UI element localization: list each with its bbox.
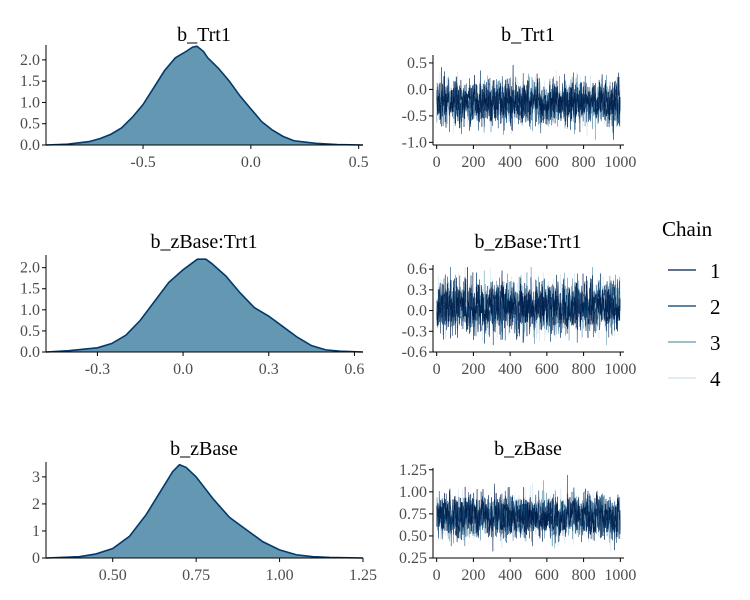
- legend-title: Chain: [662, 217, 713, 241]
- trace-chain-1: [436, 267, 621, 346]
- x-tick-label: 1000: [604, 567, 636, 584]
- x-tick-label: 1.00: [266, 567, 294, 584]
- legend-label: 4: [710, 367, 721, 391]
- y-tick-label: 2.0: [20, 260, 40, 277]
- y-tick-label: 0.6: [407, 261, 427, 278]
- x-tick-label: 0.5: [349, 154, 369, 171]
- x-tick-label: 0: [433, 567, 441, 584]
- trace-chain-1: [436, 64, 621, 140]
- x-tick-label: 800: [572, 361, 596, 378]
- x-tick-label: 600: [535, 361, 559, 378]
- y-tick-label: 0: [32, 550, 40, 567]
- x-tick-label: 0.6: [344, 361, 364, 378]
- y-tick-label: 0.5: [20, 323, 40, 340]
- y-tick-label: 0.5: [407, 55, 427, 72]
- density-curve: [45, 45, 364, 146]
- x-tick-label: 400: [498, 154, 522, 171]
- x-tick-label: 600: [535, 154, 559, 171]
- density-area: [46, 46, 363, 145]
- legend-label: 3: [710, 331, 721, 355]
- y-tick-label: 1.5: [20, 281, 40, 298]
- x-tick-label: 1.25: [349, 567, 377, 584]
- y-tick-label: 0.5: [20, 116, 40, 133]
- x-tick-label: 600: [535, 567, 559, 584]
- x-tick-label: 0: [433, 154, 441, 171]
- x-tick-label: 800: [572, 567, 596, 584]
- x-tick-label: 0: [433, 361, 441, 378]
- x-tick-label: 200: [461, 361, 485, 378]
- x-tick-label: 200: [461, 154, 485, 171]
- legend-item-chain-1: 1: [668, 259, 721, 283]
- y-tick-label: 0.25: [399, 550, 427, 567]
- y-tick-label: 0.0: [407, 303, 427, 320]
- y-tick-label: 1.0: [20, 94, 40, 111]
- x-tick-label: 0.0: [241, 154, 261, 171]
- x-tick-label: 0.3: [259, 361, 279, 378]
- y-tick-label: 1.5: [20, 73, 40, 90]
- legend-label: 2: [710, 295, 721, 319]
- panel-title: b_zBase: [494, 438, 562, 460]
- density-curve: [45, 463, 364, 559]
- panel-trace-2: b_zBase:Trt1 -0.6 -0.3 0.0 0.3 0.6 0 200 400 600 8…: [402, 231, 637, 378]
- panel-density-2: b_zBase:Trt1 0.0 0.5 1.0 1.5 2.0 -0.3 0.0 0.3 0.6: [20, 231, 364, 378]
- panel-title: b_Trt1: [177, 24, 231, 46]
- panel-title: b_zBase: [170, 438, 238, 460]
- y-tick-label: 3: [32, 469, 40, 486]
- density-area: [46, 259, 363, 352]
- x-tick-label: 800: [572, 154, 596, 171]
- x-tick-label: 400: [498, 361, 522, 378]
- legend-item-chain-4: 4: [668, 367, 721, 391]
- x-tick-label: 400: [498, 567, 522, 584]
- density-curve: [45, 258, 364, 353]
- y-tick-label: 2: [32, 496, 40, 513]
- trace-chain-1: [436, 474, 621, 552]
- x-tick-label: 200: [461, 567, 485, 584]
- y-tick-label: 0.0: [20, 137, 40, 154]
- panel-title: b_zBase:Trt1: [474, 231, 581, 253]
- y-tick-label: 0.50: [399, 528, 427, 545]
- y-tick-label: -0.3: [402, 323, 427, 340]
- panel-title: b_Trt1: [501, 24, 555, 46]
- panel-density-3: b_zBase 0 1 2 3 0.50 0.75 1.00 1.25: [32, 438, 377, 584]
- x-tick-label: 0.0: [173, 361, 193, 378]
- y-tick-label: 0.3: [407, 282, 427, 299]
- y-tick-label: 0.0: [20, 344, 40, 361]
- y-tick-label: 2.0: [20, 52, 40, 69]
- panel-title: b_zBase:Trt1: [150, 231, 257, 253]
- y-tick-label: -0.5: [402, 108, 427, 125]
- y-tick-label: 0.0: [407, 81, 427, 98]
- panel-density-1: b_Trt1 0.0 0.5 1.0 1.5 2.0 -0.5 0.0 0.5: [20, 24, 369, 171]
- x-tick-label: 1000: [604, 154, 636, 171]
- x-tick-label: -0.3: [85, 361, 110, 378]
- chain-legend: Chain 1 2 3 4: [662, 217, 721, 391]
- x-tick-label: 0.75: [182, 567, 210, 584]
- panel-trace-3: b_zBase 0.25 0.50 0.75 1.00 1.25 0 200 400 600 800…: [399, 438, 636, 584]
- y-tick-label: 1: [32, 523, 40, 540]
- density-area: [46, 464, 363, 558]
- y-tick-label: -0.6: [402, 344, 427, 361]
- x-tick-label: 1000: [604, 361, 636, 378]
- x-tick-label: 0.50: [99, 567, 127, 584]
- legend-item-chain-3: 3: [668, 331, 721, 355]
- legend-label: 1: [710, 259, 721, 283]
- x-tick-label: -0.5: [130, 154, 155, 171]
- legend-item-chain-2: 2: [668, 295, 721, 319]
- y-tick-label: 1.0: [20, 302, 40, 319]
- y-tick-label: -1.0: [402, 134, 427, 151]
- y-tick-label: 1.25: [399, 462, 427, 479]
- y-tick-label: 0.75: [399, 506, 427, 523]
- panels: b_Trt1 0.0 0.5 1.0 1.5 2.0 -0.5 0.0 0.5 b_Trt1 -1.…: [20, 24, 636, 584]
- panel-trace-1: b_Trt1 -1.0 -0.5 0.0 0.5 0 200 400 600 800 1000: [402, 24, 637, 171]
- y-tick-label: 1.00: [399, 484, 427, 501]
